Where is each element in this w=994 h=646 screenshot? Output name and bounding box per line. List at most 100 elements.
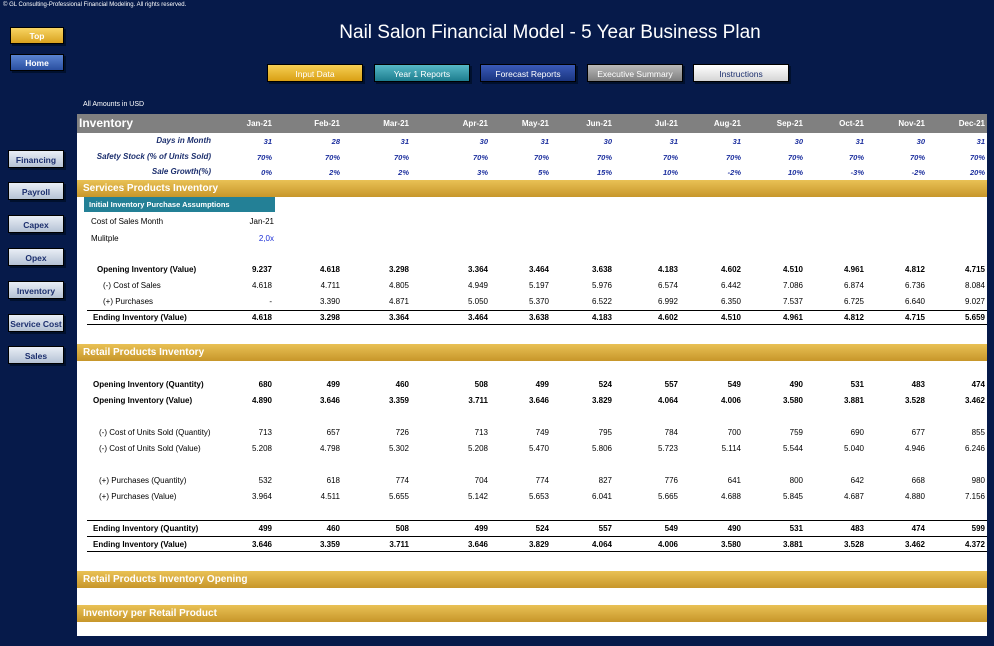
retail-cell: 3.462 xyxy=(904,540,925,549)
retail-cell: 499 xyxy=(258,524,272,533)
services-cell: 6.640 xyxy=(904,297,925,306)
month-header: Dec-21 xyxy=(958,119,985,128)
services-cell: 6.442 xyxy=(720,281,741,290)
services-cell: 3.464 xyxy=(467,313,488,322)
retail-cell: 531 xyxy=(789,524,803,533)
assumption-value: 31 xyxy=(855,137,864,146)
retail-cell: 3.711 xyxy=(468,396,488,405)
retail-cell: 749 xyxy=(535,428,549,437)
services-cell: 4.602 xyxy=(720,265,741,274)
retail-cell: 3.829 xyxy=(528,540,549,549)
retail-cell: 549 xyxy=(664,524,678,533)
retail-cell: 557 xyxy=(598,524,612,533)
retail-cell: 4.880 xyxy=(904,492,925,501)
services-cell: 7.537 xyxy=(782,297,803,306)
retail-row-label: (+) Purchases (Value) xyxy=(99,492,177,501)
nav-service-cost-button[interactable]: Service Cost xyxy=(8,314,64,332)
retail-cell: 4.372 xyxy=(964,540,985,549)
retail-cell: 5.845 xyxy=(782,492,803,501)
nav-financing-button[interactable]: Financing xyxy=(8,150,64,168)
nav-capex-button[interactable]: Capex xyxy=(8,215,64,233)
year1-reports-button[interactable]: Year 1 Reports xyxy=(374,64,470,82)
retail-cell: 5.655 xyxy=(388,492,409,501)
table-rule xyxy=(87,536,987,537)
month-header: Mar-21 xyxy=(383,119,409,128)
services-cell: 4.961 xyxy=(843,265,864,274)
assumption-value: 3% xyxy=(477,168,488,177)
services-cell: 4.183 xyxy=(657,265,678,274)
services-cell: 3.298 xyxy=(388,265,409,274)
services-cell: 5.976 xyxy=(591,281,612,290)
retail-cell: 557 xyxy=(664,380,678,389)
table-rule xyxy=(87,310,987,311)
retail-cell: 532 xyxy=(258,476,272,485)
assumption-value: 70% xyxy=(662,153,678,162)
retail-row-label: Opening Inventory (Value) xyxy=(93,396,193,405)
instructions-button[interactable]: Instructions xyxy=(693,64,789,82)
retail-cell: 677 xyxy=(911,428,925,437)
services-cell: 6.874 xyxy=(843,281,864,290)
services-cell: 5.050 xyxy=(467,297,488,306)
assumption-value: 70% xyxy=(848,153,864,162)
retail-cell: 5.208 xyxy=(467,444,488,453)
forecast-reports-button[interactable]: Forecast Reports xyxy=(480,64,576,82)
services-cell: 3.638 xyxy=(528,313,549,322)
services-cell: 3.364 xyxy=(388,313,409,322)
retail-cell: 508 xyxy=(474,380,488,389)
retail-cell: 5.142 xyxy=(467,492,488,501)
top-button[interactable]: Top xyxy=(10,27,64,44)
month-header: Feb-21 xyxy=(314,119,340,128)
retail-cell: 713 xyxy=(258,428,272,437)
retail-cell: 641 xyxy=(727,476,741,485)
assumption-value: -3% xyxy=(850,168,864,177)
retail-cell: 5.723 xyxy=(657,444,678,453)
retail-cell: 713 xyxy=(474,428,488,437)
nav-payroll-button[interactable]: Payroll xyxy=(8,182,64,200)
retail-cell: 460 xyxy=(326,524,340,533)
retail-section-title: Retail Products Inventory xyxy=(77,344,987,361)
services-cell: 6.574 xyxy=(657,281,678,290)
assumption-value: 70% xyxy=(324,153,340,162)
input-data-button[interactable]: Input Data xyxy=(267,64,363,82)
services-cell: 3.298 xyxy=(319,313,340,322)
assumption-value: 28 xyxy=(331,137,340,146)
executive-summary-button[interactable]: Executive Summary xyxy=(587,64,683,82)
retail-cell: 704 xyxy=(474,476,488,485)
assumption-value: 30 xyxy=(794,137,803,146)
multiple-label: Mulitple xyxy=(91,234,119,243)
retail-opening-section-title: Retail Products Inventory Opening xyxy=(77,571,987,588)
retail-cell: 474 xyxy=(971,380,985,389)
nav-inventory-button[interactable]: Inventory xyxy=(8,281,64,299)
assumption-value: 70% xyxy=(533,153,549,162)
assumption-value: 5% xyxy=(538,168,549,177)
home-button[interactable]: Home xyxy=(10,54,64,71)
assumption-value: 20% xyxy=(969,168,985,177)
services-cell: 5.659 xyxy=(964,313,985,322)
retail-cell: 776 xyxy=(664,476,678,485)
retail-cell: 5.806 xyxy=(591,444,612,453)
services-cell: 4.618 xyxy=(251,281,272,290)
assumption-value: 70% xyxy=(725,153,741,162)
retail-cell: 460 xyxy=(395,380,409,389)
services-row-label: Ending Inventory (Value) xyxy=(93,313,187,322)
assumption-label: Days in Month xyxy=(156,136,211,145)
retail-cell: 3.359 xyxy=(388,396,409,405)
assumption-value: 31 xyxy=(263,137,272,146)
retail-cell: 4.687 xyxy=(843,492,864,501)
assumption-value: 31 xyxy=(400,137,409,146)
retail-cell: 774 xyxy=(535,476,549,485)
services-cell: 3.364 xyxy=(467,265,488,274)
inventory-sheet: Inventory Jan-21 Feb-21 Mar-21 Apr-21 May-21… xyxy=(77,114,987,636)
retail-cell: 4.890 xyxy=(251,396,272,405)
assumption-value: 70% xyxy=(256,153,272,162)
month-header: Jan-21 xyxy=(246,119,272,128)
assumption-value: 2% xyxy=(398,168,409,177)
assumption-value: 70% xyxy=(787,153,803,162)
cost-of-sales-month-label: Cost of Sales Month xyxy=(91,217,164,226)
retail-cell: 549 xyxy=(727,380,741,389)
retail-row-label: Ending Inventory (Value) xyxy=(93,540,187,549)
retail-cell: 5.208 xyxy=(251,444,272,453)
nav-sales-button[interactable]: Sales xyxy=(8,346,64,364)
nav-opex-button[interactable]: Opex xyxy=(8,248,64,266)
services-row-label: Opening Inventory (Value) xyxy=(97,265,197,274)
